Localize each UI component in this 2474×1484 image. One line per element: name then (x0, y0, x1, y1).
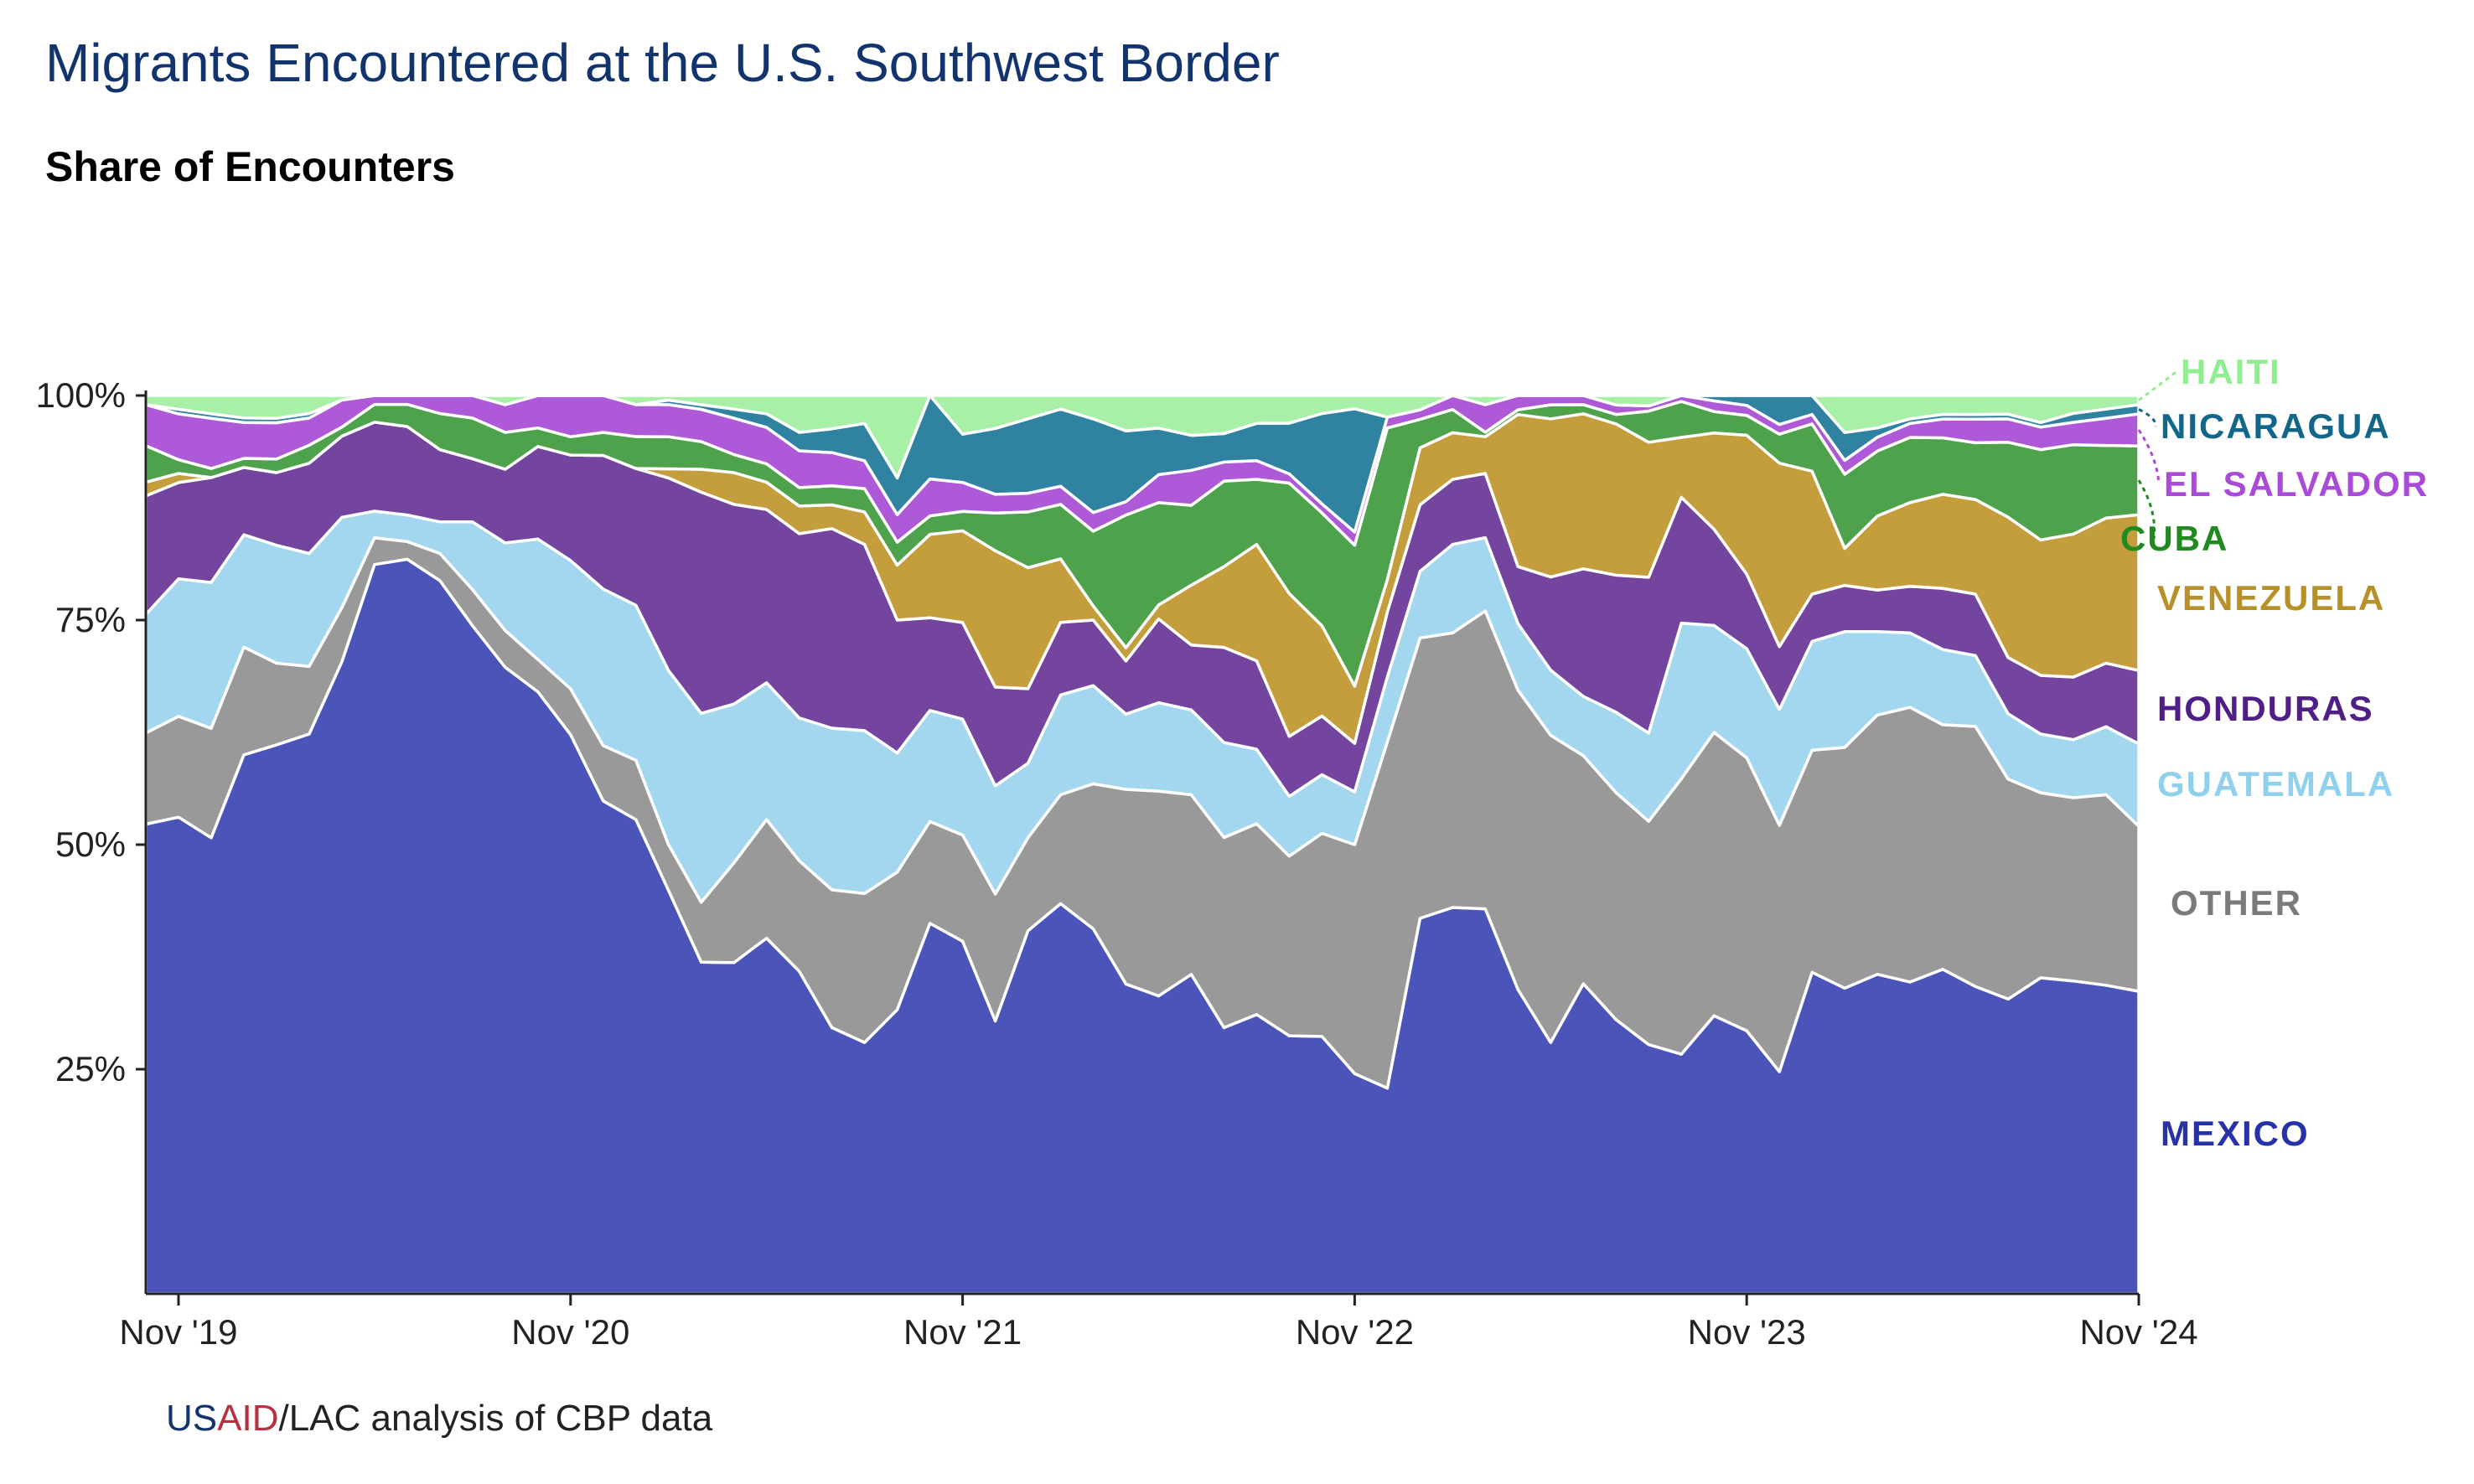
source-rest: /LAC analysis of CBP data (278, 1398, 713, 1439)
source-aid: AID (217, 1398, 279, 1439)
x-tick-label: Nov '19 (119, 1312, 237, 1352)
y-tick-label: 75% (55, 600, 126, 639)
y-tick-label: 100% (36, 375, 126, 415)
series-label-cuba: CUBA (2120, 519, 2228, 558)
leader-el-salvador (2137, 429, 2161, 485)
series-label-haiti: HAITI (2181, 352, 2281, 391)
x-tick-label: Nov '23 (1688, 1312, 1806, 1352)
chart-subtitle: Share of Encounters (45, 143, 455, 190)
series-label-el-salvador: EL SALVADOR (2164, 464, 2429, 504)
x-tick-label: Nov '21 (903, 1312, 1022, 1352)
chart-title: Migrants Encountered at the U.S. Southwe… (45, 33, 1280, 93)
area-haiti (144, 394, 2140, 480)
y-tick-label: 50% (55, 825, 126, 864)
series-label-mexico: MEXICO (2161, 1114, 2310, 1153)
leader-nicaragua (2138, 408, 2157, 427)
axes: 25% 50% 75% 100% Nov '19 Nov '20 Nov '21 Nov '2… (36, 375, 2198, 1352)
leader-haiti (2138, 370, 2176, 401)
series-label-nicaragua: NICARAGUA (2161, 406, 2391, 446)
y-tick-label: 25% (55, 1049, 126, 1088)
area-layers (144, 394, 2140, 1295)
x-tick-label: Nov '24 (2079, 1312, 2197, 1352)
source-note: USAID/LAC analysis of CBP data (166, 1398, 712, 1440)
x-tick-label: Nov '20 (511, 1312, 629, 1352)
series-label-honduras: HONDURAS (2157, 689, 2374, 728)
series-label-guatemala: GUATEMALA (2157, 764, 2394, 804)
series-labels: MEXICO OTHER GUATEMALA HONDURAS VENEZUELA CUB… (2120, 352, 2429, 1153)
x-tick-label: Nov '22 (1296, 1312, 1414, 1352)
series-label-venezuela: VENEZUELA (2157, 578, 2385, 618)
series-label-other: OTHER (2171, 883, 2302, 923)
source-us: US (166, 1398, 218, 1439)
